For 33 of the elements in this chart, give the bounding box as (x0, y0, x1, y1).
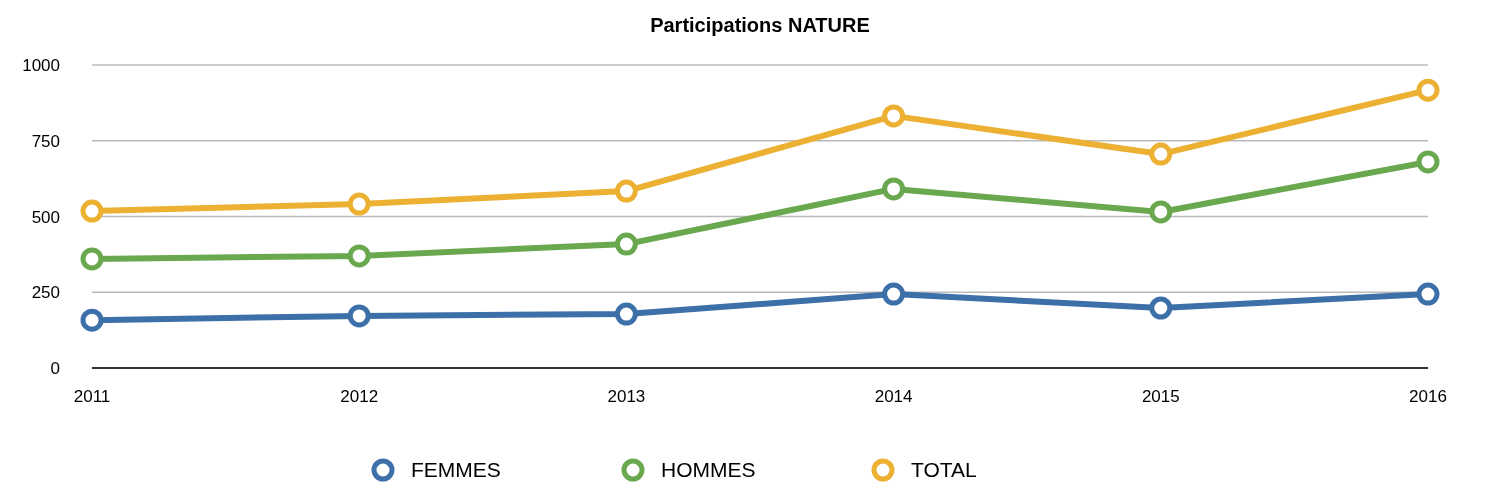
x-tick-label: 2014 (874, 387, 913, 406)
point (347, 304, 371, 328)
point (1416, 78, 1440, 102)
legend-label: HOMMES (661, 458, 756, 481)
x-tick-label: 2013 (607, 387, 646, 406)
point (614, 179, 638, 203)
legend-label: TOTAL (911, 458, 977, 481)
point (614, 302, 638, 326)
point (882, 177, 906, 201)
point (347, 192, 371, 216)
point (80, 247, 104, 271)
point (1149, 142, 1173, 166)
point (1149, 296, 1173, 320)
y-tick-label: 1000 (22, 56, 60, 75)
point (80, 308, 104, 332)
point (614, 232, 638, 256)
y-tick-label: 250 (31, 283, 60, 303)
x-tick-label: 2012 (340, 387, 379, 406)
y-tick-label: 750 (31, 131, 60, 151)
point (1416, 150, 1440, 174)
x-tick-label: 2016 (1409, 387, 1447, 406)
x-tick-label: 2011 (73, 387, 111, 406)
point (1149, 200, 1173, 224)
y-tick-label: 500 (31, 207, 60, 227)
x-tick-label: 2015 (1141, 387, 1180, 406)
point (882, 282, 906, 306)
point (882, 104, 906, 128)
legend-label: FEMMES (411, 458, 501, 481)
point (1416, 282, 1440, 306)
point (80, 199, 104, 223)
chart-title: Participations NATURE (650, 14, 870, 36)
point (347, 244, 371, 268)
y-tick-label: 0 (50, 359, 60, 378)
